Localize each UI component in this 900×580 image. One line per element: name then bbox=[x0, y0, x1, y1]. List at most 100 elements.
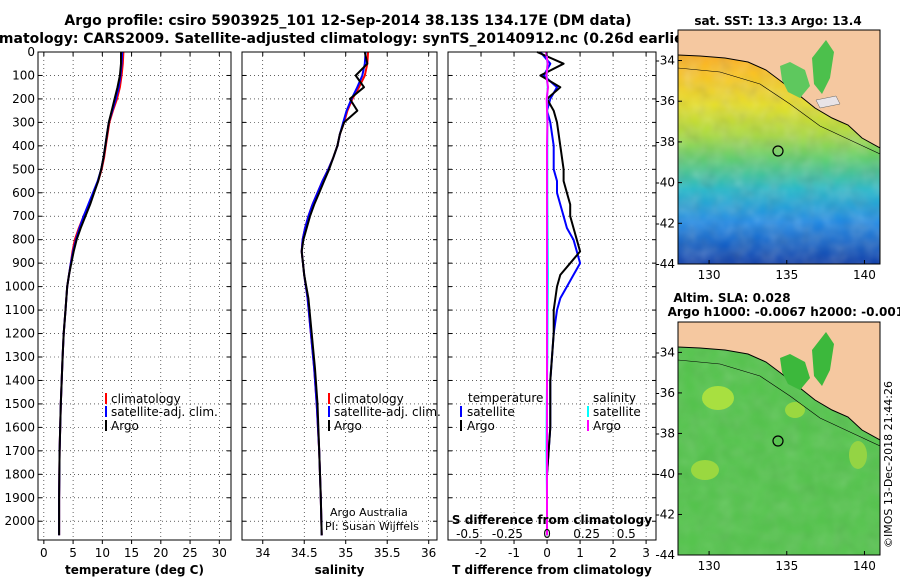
series-line-t-argo bbox=[536, 51, 582, 536]
y-tick-label: 1400 bbox=[4, 373, 35, 387]
legend-title-salinity: salinity bbox=[593, 391, 636, 405]
x-tick-label: 34 bbox=[255, 546, 270, 560]
y-tick-label: 100 bbox=[12, 68, 35, 82]
y-tick-label: 600 bbox=[12, 186, 35, 200]
axes-frame bbox=[241, 51, 438, 541]
temperature-legend: climatology satellite-adj. clim. Argo bbox=[105, 392, 218, 433]
credit-pi: PI: Susan Wijffels bbox=[325, 520, 419, 533]
map-y-tick-label: -36 bbox=[655, 94, 675, 108]
map-y-tick-label: -40 bbox=[655, 467, 675, 481]
temperature-panel: 0 5 10 15 20 25 300100200300400500600700800900… bbox=[4, 45, 232, 577]
credit-argo-australia: Argo Australia bbox=[330, 506, 408, 519]
series-line-argo bbox=[300, 51, 369, 536]
sla-frame bbox=[677, 321, 881, 556]
x-tick-label: 36 bbox=[421, 546, 436, 560]
map-y-tick-label: -34 bbox=[655, 345, 675, 359]
legend-label-s-argo: Argo bbox=[593, 419, 621, 433]
legend-label-satellite: satellite-adj. clim. bbox=[111, 405, 218, 419]
map-x-tick-label: 140 bbox=[853, 268, 876, 282]
island bbox=[815, 95, 841, 109]
y-tick-label: 1600 bbox=[4, 420, 35, 434]
gulf-water bbox=[780, 354, 810, 390]
map-y-tick-label: -44 bbox=[655, 548, 675, 562]
legend-label-climatology: climatology bbox=[111, 392, 181, 406]
map-y-tick-label: -38 bbox=[655, 426, 675, 440]
profile-marker bbox=[772, 435, 784, 447]
isobath bbox=[678, 67, 880, 155]
sla-high-2 bbox=[785, 402, 805, 418]
x-tick-label: 0 bbox=[543, 546, 551, 560]
legend-label-climatology: climatology bbox=[334, 392, 404, 406]
y-tick-label: 1800 bbox=[4, 467, 35, 481]
sst-frame bbox=[677, 29, 881, 265]
y-tick-label: 0 bbox=[27, 45, 35, 59]
map-y-tick-label: -36 bbox=[655, 386, 675, 400]
gulf-water-2 bbox=[812, 332, 834, 386]
s-tick-label: 0 bbox=[543, 527, 551, 541]
map-x-tick-label: 135 bbox=[775, 268, 798, 282]
y-tick-label: 1900 bbox=[4, 491, 35, 505]
map-y-tick-label: -42 bbox=[655, 507, 675, 521]
map-y-tick-label: -38 bbox=[655, 135, 675, 149]
sst-map-title: sat. SST: 13.3 Argo: 13.4 bbox=[694, 14, 861, 28]
x-tick-label: -1 bbox=[508, 546, 520, 560]
x-tick-label: 1 bbox=[576, 546, 584, 560]
sst-map: sat. SST: 13.3 Argo: 13.4 bbox=[677, 14, 881, 265]
x-tick-label: 25 bbox=[182, 546, 197, 560]
legend-label-t-satellite: satellite bbox=[467, 405, 515, 419]
y-tick-label: 1700 bbox=[4, 444, 35, 458]
y-tick-label: 1100 bbox=[4, 303, 35, 317]
x-tick-label: 20 bbox=[153, 546, 168, 560]
salinity-legend: climatology satellite-adj. clim. Argo Ar… bbox=[325, 392, 441, 533]
gulf-water-2 bbox=[812, 40, 834, 94]
map-x-tick-label: 135 bbox=[775, 559, 798, 573]
x-tick-label: 0 bbox=[40, 546, 48, 560]
y-tick-label: 400 bbox=[12, 139, 35, 153]
legend-title-temperature: temperature bbox=[468, 391, 543, 405]
y-tick-label: 1200 bbox=[4, 327, 35, 341]
title-line-2: Climatology: CARS2009. Satellite-adjuste… bbox=[0, 31, 697, 47]
x-axis-label: temperature (deg C) bbox=[65, 563, 204, 577]
series-line-argo bbox=[58, 52, 122, 536]
sla-high-4 bbox=[849, 441, 867, 469]
x-tick-label: 34.5 bbox=[291, 546, 318, 560]
legend-label-t-argo: Argo bbox=[467, 419, 495, 433]
x-tick-label: 10 bbox=[95, 546, 110, 560]
axes-frame bbox=[447, 51, 657, 541]
x-tick-label: 5 bbox=[69, 546, 77, 560]
s-tick-label: 0.5 bbox=[617, 527, 636, 541]
s-tick-label: -0.25 bbox=[492, 527, 523, 541]
y-tick-label: 2000 bbox=[4, 514, 35, 528]
axes-frame bbox=[37, 51, 232, 541]
x-tick-label: 35.5 bbox=[374, 546, 401, 560]
sla-high-3 bbox=[691, 460, 719, 480]
series-line-climatology bbox=[300, 51, 370, 536]
sla-map-title-2: Argo h1000: -0.0067 h2000: -0.0011 bbox=[668, 305, 900, 319]
sla-map-title-1: Altim. SLA: 0.028 bbox=[673, 291, 790, 305]
x-axis-label: T difference from climatology bbox=[452, 563, 652, 577]
map-y-tick-label: -44 bbox=[655, 257, 675, 271]
x-axis-label: salinity bbox=[315, 563, 365, 577]
legend-label-satellite: satellite-adj. clim. bbox=[334, 405, 441, 419]
y-tick-label: 1000 bbox=[4, 280, 35, 294]
y-tick-label: 700 bbox=[12, 209, 35, 223]
profile-marker bbox=[772, 145, 784, 157]
map-y-tick-label: -42 bbox=[655, 216, 675, 230]
gulf-water bbox=[780, 62, 810, 98]
map-axes: 130 135 140 -34 -36 -38 -40 -42 -44 130 135 140 -34 -… bbox=[655, 54, 876, 573]
x-tick-label: 35 bbox=[338, 546, 353, 560]
s-tick-label: 0.25 bbox=[573, 527, 600, 541]
isobath bbox=[678, 359, 880, 447]
difference-legend: temperature salinity satellite Argo sate… bbox=[460, 391, 641, 433]
map-x-tick-label: 140 bbox=[853, 559, 876, 573]
x-tick-label: 15 bbox=[124, 546, 139, 560]
salinity-panel: 34 34.5 35 35.5 36 salinity bbox=[241, 51, 438, 577]
sla-map: Altim. SLA: 0.028 Argo h1000: -0.0067 h2… bbox=[668, 291, 900, 556]
imos-credit: ©IMOS 13-Dec-2018 21:44:26 bbox=[882, 381, 895, 548]
x-tick-label: 30 bbox=[212, 546, 227, 560]
s-axis-label: S difference from climatology bbox=[452, 513, 652, 527]
x-tick-label: 3 bbox=[642, 546, 650, 560]
map-y-tick-label: -34 bbox=[655, 54, 675, 68]
legend-label-argo: Argo bbox=[111, 419, 139, 433]
